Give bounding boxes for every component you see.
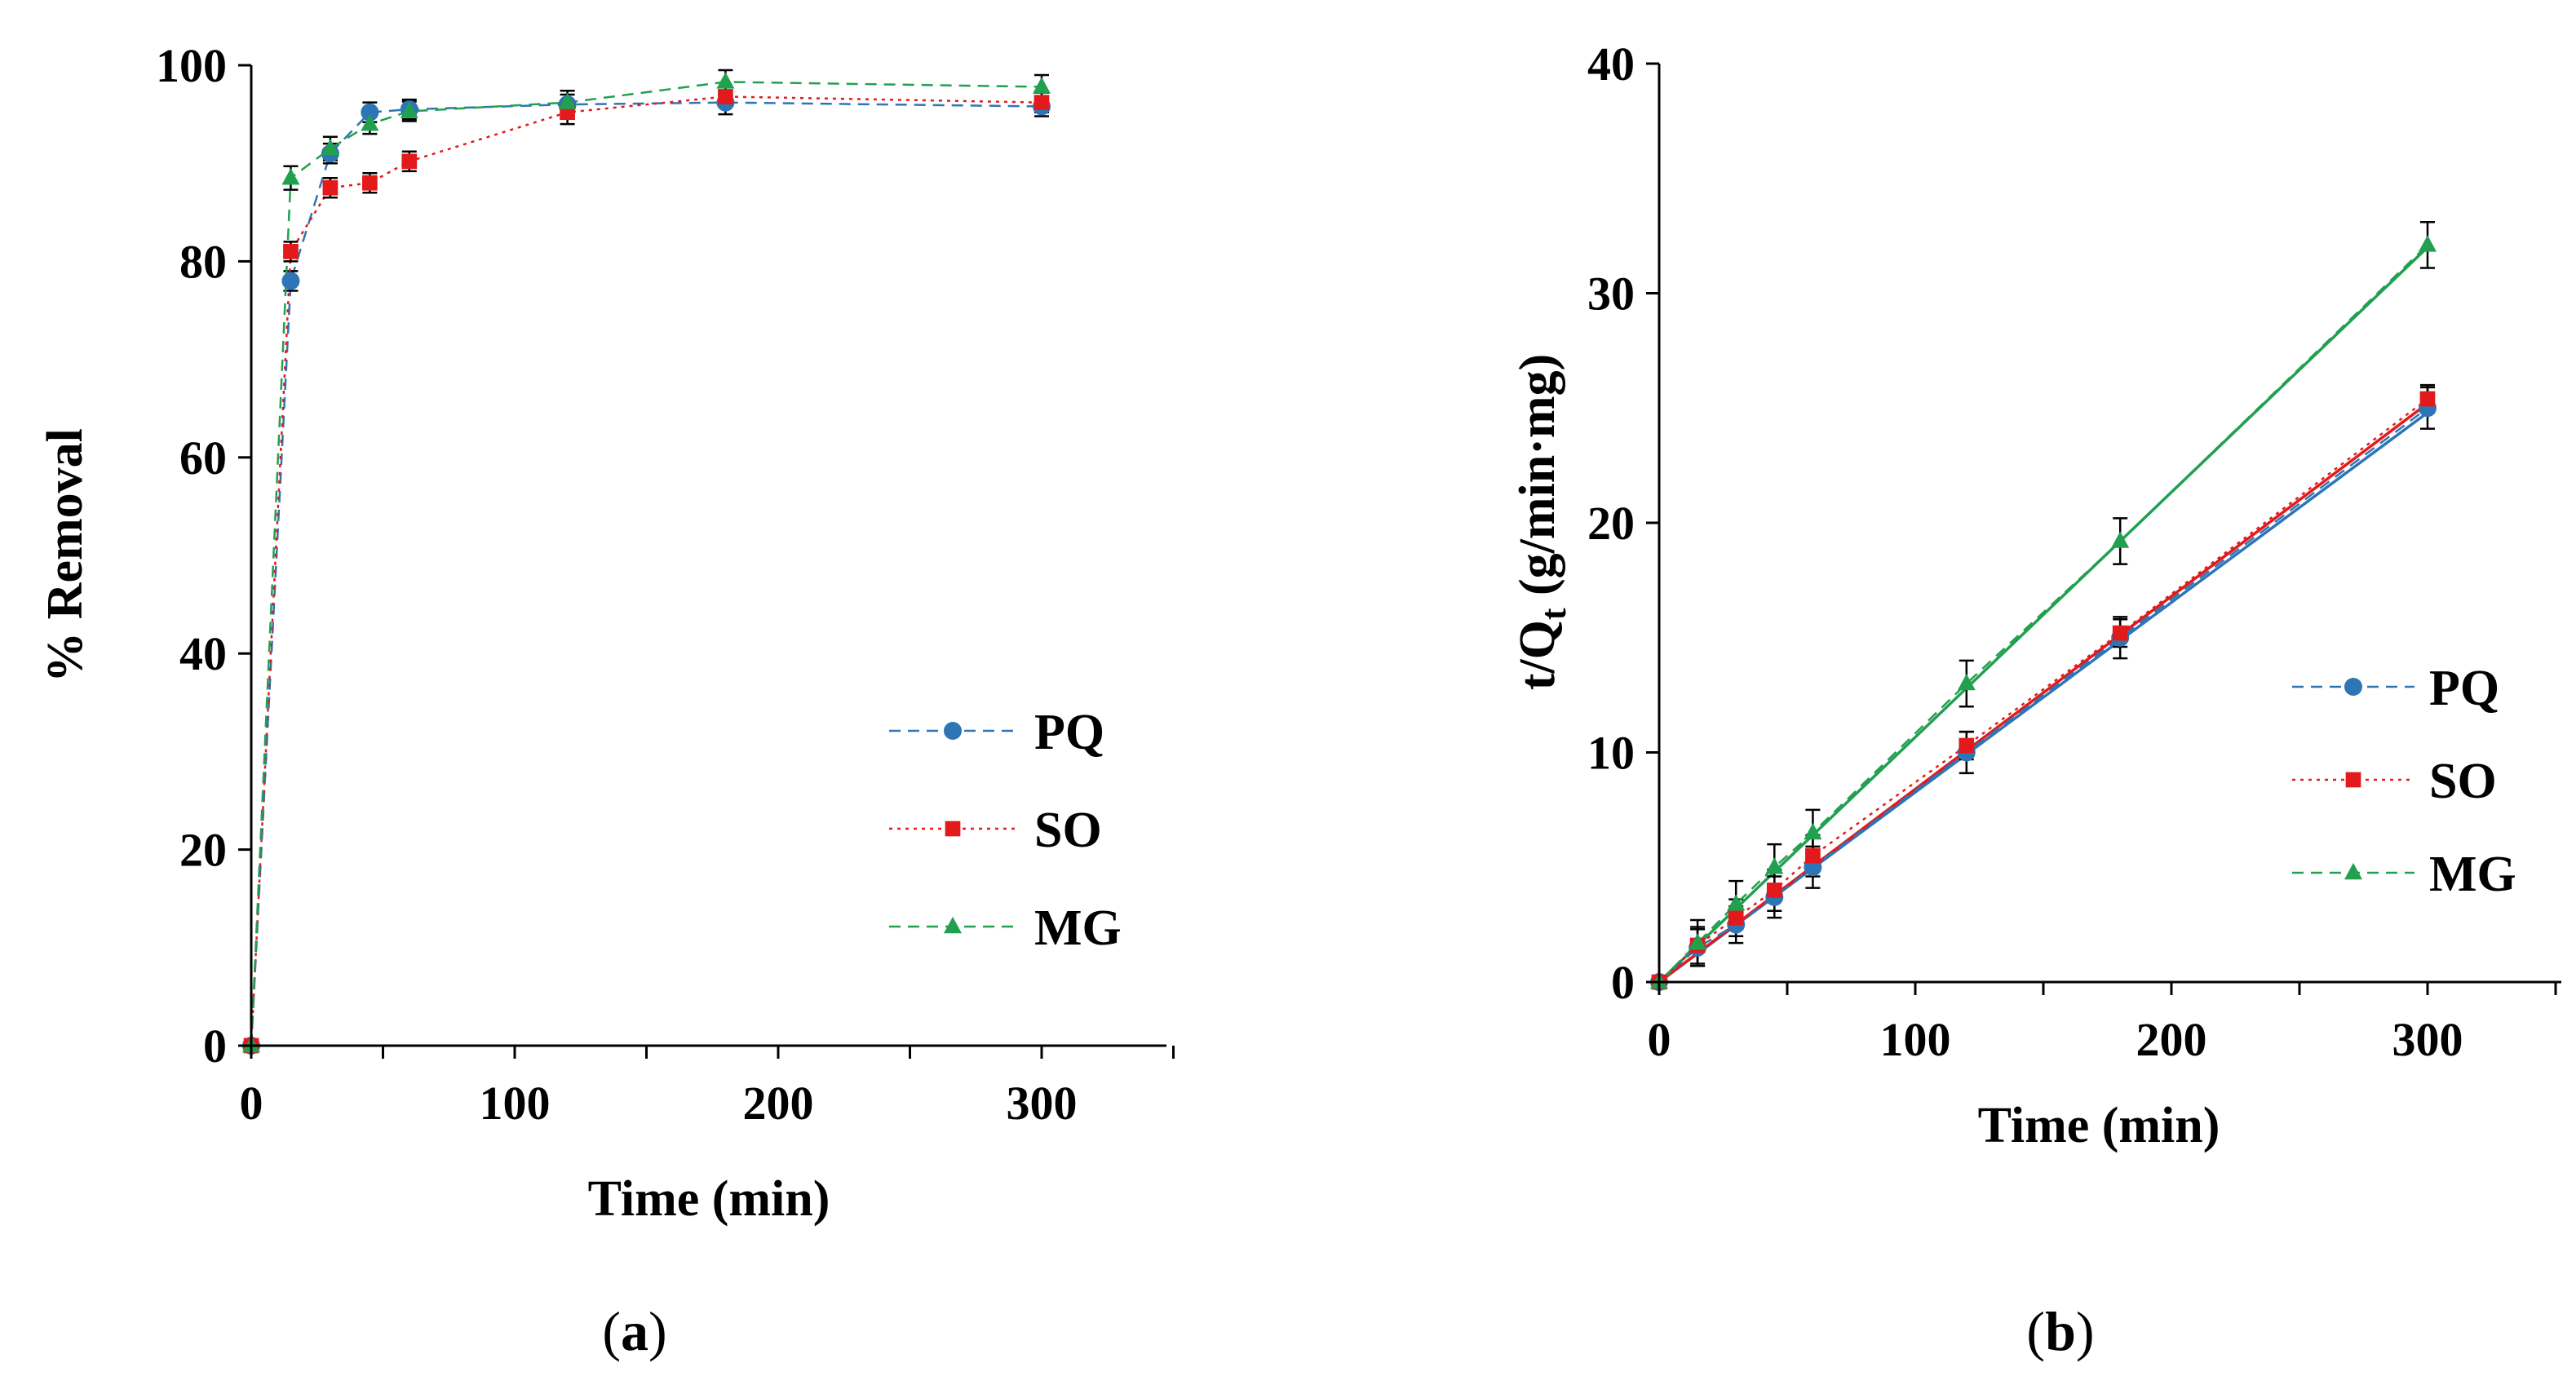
b-y-tick-label: 40 xyxy=(1587,38,1635,91)
panel-a-label-close: ) xyxy=(648,1300,667,1362)
b-legend-item-so: SO xyxy=(2292,754,2497,809)
panel-b-y-axis-title-main: t/Q xyxy=(1510,620,1565,690)
a-legend-item-mg: MG xyxy=(889,900,1122,956)
b-point-mg xyxy=(1689,933,1707,950)
a-x-tick-label: 200 xyxy=(743,1077,814,1130)
b-y-tick-label: 20 xyxy=(1587,497,1635,550)
a-legend-marker-so xyxy=(945,821,961,837)
panel-b-label-open: ( xyxy=(2026,1300,2045,1362)
b-legend-label-so: SO xyxy=(2429,754,2497,809)
b-x-tick-label: 0 xyxy=(1648,1013,1671,1066)
a-legend-marker-pq xyxy=(944,722,962,740)
panel-a-ticks: 0 20 40 60 80 100 0 100 200 300 xyxy=(156,39,1175,1130)
a-point-pq xyxy=(281,272,300,290)
b-y-tick-label: 10 xyxy=(1587,727,1635,780)
b-x-tick-label: 300 xyxy=(2392,1013,2463,1066)
a-series-line-pq xyxy=(250,101,1042,1046)
a-legend-marker-mg xyxy=(944,916,962,934)
b-point-so xyxy=(2112,625,2128,641)
panel-a-marks xyxy=(242,69,1051,1055)
panel-b-label-close: ) xyxy=(2076,1300,2095,1362)
a-y-tick-label: 20 xyxy=(179,824,227,877)
panel-b-y-axis-title-sub: t xyxy=(1534,608,1573,620)
b-point-mg xyxy=(2419,235,2437,252)
a-point-so xyxy=(401,153,418,170)
b-point-so xyxy=(1805,847,1821,864)
a-point-mg xyxy=(1033,77,1051,94)
panel-a-x-axis-title: Time (min) xyxy=(588,1171,830,1227)
a-legend-label-mg: MG xyxy=(1034,900,1122,956)
a-legend-label-pq: PQ xyxy=(1034,705,1104,760)
a-point-so xyxy=(322,179,339,196)
b-x-tick-label: 200 xyxy=(2136,1013,2207,1066)
panel-a-legend: PQ SO MG xyxy=(889,705,1122,956)
panel-a-y-axis-title: % Removal xyxy=(38,428,93,683)
a-point-mg xyxy=(716,72,735,89)
panel-b-x-axis-title: Time (min) xyxy=(1978,1098,2220,1153)
panel-b-chart: 0 10 20 30 40 0 100 200 300 Time (min) t/Qt (g/m… xyxy=(1510,38,2561,1153)
a-point-mg xyxy=(281,168,300,185)
a-point-mg xyxy=(558,92,577,109)
a-x-tick-label: 300 xyxy=(1007,1077,1078,1130)
a-x-tick-label: 100 xyxy=(480,1077,551,1130)
b-point-so xyxy=(1959,737,1975,754)
a-point-mg xyxy=(400,101,418,118)
a-point-so xyxy=(1033,95,1050,111)
panel-b-label: (b) xyxy=(2026,1300,2094,1362)
a-y-tick-label: 80 xyxy=(179,235,227,288)
a-point-mg xyxy=(361,114,379,131)
a-legend-item-pq: PQ xyxy=(889,705,1104,760)
a-series-line-mg xyxy=(250,81,1042,1046)
b-trendline-so xyxy=(1658,402,2429,984)
b-legend-item-pq: PQ xyxy=(2292,661,2499,716)
b-legend-marker-pq xyxy=(2344,678,2362,696)
b-point-so xyxy=(1766,883,1782,898)
a-point-so xyxy=(718,89,733,104)
a-legend-item-so: SO xyxy=(889,803,1102,858)
a-y-tick-label: 0 xyxy=(203,1020,227,1073)
panel-b-y-axis-title-rest: (g/min·mg) xyxy=(1510,354,1565,608)
b-point-mg xyxy=(1804,822,1822,840)
a-y-tick-label: 40 xyxy=(179,627,227,680)
panel-b-marks xyxy=(1650,220,2437,991)
b-x-tick-label: 100 xyxy=(1880,1013,1951,1066)
b-series-line-mg xyxy=(1658,244,2428,983)
b-point-mg xyxy=(1957,673,1976,691)
b-series-line-so xyxy=(1658,397,2428,983)
a-series-line-so xyxy=(250,95,1042,1046)
panel-b-legend: PQ SO MG xyxy=(2292,661,2516,902)
panel-b-ticks: 0 10 20 30 40 0 100 200 300 xyxy=(1587,38,2557,1066)
panel-a-label: (a) xyxy=(602,1300,666,1362)
a-y-tick-label: 60 xyxy=(179,431,227,484)
panel-a-label-open: ( xyxy=(602,1300,621,1362)
panel-a-chart: 0 20 40 60 80 100 0 100 200 300 Time (min) % Remo… xyxy=(38,39,1175,1227)
b-point-mg xyxy=(1727,894,1746,911)
panel-b-label-letter: b xyxy=(2045,1300,2076,1362)
b-legend-marker-so xyxy=(2345,772,2361,788)
a-point-so xyxy=(362,175,378,191)
a-legend-label-so: SO xyxy=(1034,803,1102,858)
b-legend-label-mg: MG xyxy=(2429,847,2516,902)
b-legend-item-mg: MG xyxy=(2292,847,2516,902)
a-x-tick-label: 0 xyxy=(240,1077,263,1130)
b-y-tick-label: 0 xyxy=(1611,956,1635,1009)
panel-b-y-axis-title: t/Qt (g/min·mg) xyxy=(1510,354,1573,690)
b-legend-label-pq: PQ xyxy=(2429,661,2499,716)
panel-a-label-letter: a xyxy=(621,1300,648,1362)
a-point-mg xyxy=(321,139,339,156)
b-legend-marker-mg xyxy=(2344,862,2362,880)
a-y-tick-label: 100 xyxy=(156,39,227,92)
b-point-mg xyxy=(1765,857,1784,874)
b-point-so xyxy=(1728,909,1744,926)
b-point-so xyxy=(2419,391,2436,407)
b-y-tick-label: 30 xyxy=(1587,268,1635,321)
a-point-pq xyxy=(361,103,379,122)
b-point-mg xyxy=(2111,531,2130,548)
a-point-so xyxy=(283,244,299,259)
